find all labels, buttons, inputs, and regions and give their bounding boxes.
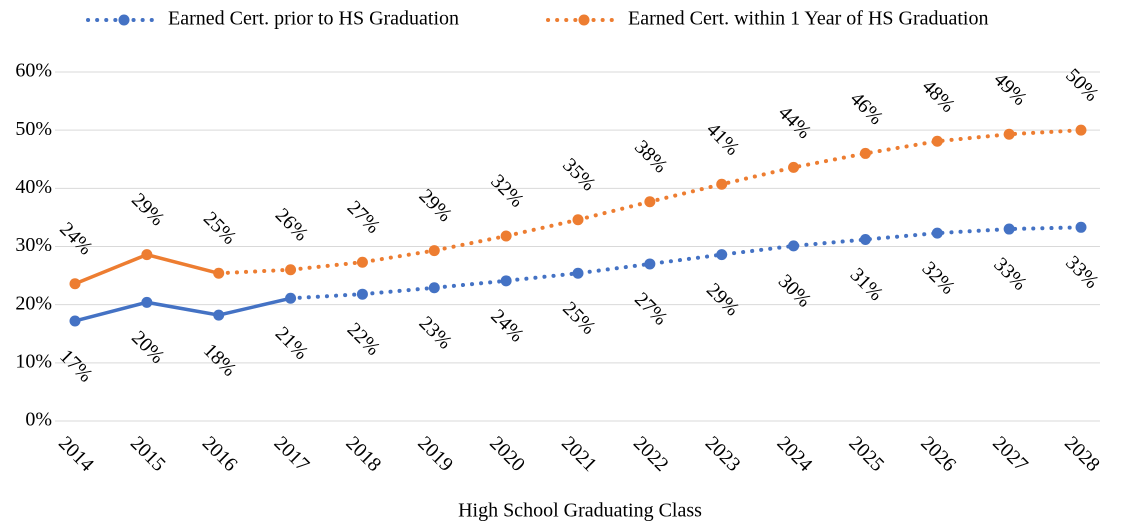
point — [141, 249, 153, 261]
point — [213, 309, 225, 321]
y-tick-label: 30% — [15, 234, 52, 256]
y-tick-label: 50% — [15, 118, 52, 140]
data-label: 32% — [486, 170, 527, 211]
x-tick-label: 2025 — [845, 432, 889, 476]
data-label: 33% — [989, 253, 1030, 294]
point — [644, 258, 656, 270]
data-label: 18% — [199, 339, 240, 380]
point — [356, 288, 368, 300]
point — [931, 135, 943, 147]
point — [572, 214, 584, 226]
data-label: 32% — [918, 257, 959, 298]
data-label: 46% — [846, 88, 887, 129]
data-label: 25% — [558, 298, 599, 339]
data-label: 20% — [127, 327, 168, 368]
x-tick-label: 2020 — [485, 432, 529, 476]
x-tick-label: 2019 — [413, 432, 457, 476]
x-tick-label: 2014 — [54, 432, 98, 476]
point — [356, 256, 368, 268]
x-tick-label: 2022 — [629, 432, 673, 476]
x-tick-label: 2018 — [342, 432, 386, 476]
x-tick-label: 2027 — [988, 432, 1032, 476]
point — [285, 264, 297, 276]
point — [788, 240, 800, 252]
point — [1075, 124, 1087, 136]
y-tick-label: 20% — [15, 292, 52, 314]
data-label: 22% — [343, 318, 384, 359]
point — [931, 227, 943, 239]
data-label: 33% — [1061, 252, 1102, 293]
legend-label: Earned Cert. prior to HS Graduation — [168, 8, 459, 30]
x-axis-title: High School Graduating Class — [458, 500, 702, 522]
data-label: 41% — [702, 119, 743, 160]
legend-marker — [118, 14, 130, 26]
point — [716, 249, 728, 261]
y-tick-label: 60% — [15, 60, 52, 82]
data-label: 48% — [918, 75, 959, 116]
point — [859, 234, 871, 246]
data-label: 24% — [486, 305, 527, 346]
data-label: 23% — [415, 312, 456, 353]
point — [644, 196, 656, 208]
point — [572, 267, 584, 279]
data-label: 38% — [630, 136, 671, 177]
data-label: 30% — [774, 270, 815, 311]
point — [213, 267, 225, 279]
data-label: 24% — [55, 218, 96, 259]
point — [285, 292, 297, 304]
data-label: 25% — [199, 208, 240, 249]
y-tick-label: 0% — [25, 409, 52, 431]
point — [1075, 221, 1087, 233]
x-tick-label: 2015 — [126, 432, 170, 476]
point — [1003, 223, 1015, 235]
legend-label: Earned Cert. within 1 Year of HS Graduat… — [628, 8, 989, 30]
data-label: 29% — [415, 185, 456, 226]
point — [1003, 128, 1015, 140]
x-tick-label: 2026 — [916, 432, 960, 476]
data-label: 29% — [702, 279, 743, 320]
point — [141, 296, 153, 308]
point — [788, 161, 800, 173]
point — [500, 230, 512, 242]
data-label: 44% — [774, 102, 815, 143]
point — [500, 275, 512, 287]
y-tick-label: 10% — [15, 350, 52, 372]
data-label: 27% — [343, 196, 384, 237]
point — [69, 315, 81, 327]
y-tick-label: 40% — [15, 176, 52, 198]
data-label: 31% — [846, 264, 887, 305]
point — [859, 147, 871, 159]
data-label: 50% — [1061, 64, 1102, 105]
x-tick-label: 2023 — [701, 432, 745, 476]
data-label: 29% — [127, 189, 168, 230]
data-label: 49% — [989, 69, 1030, 110]
point — [428, 282, 440, 294]
line-solid — [73, 296, 293, 323]
x-tick-label: 2028 — [1060, 432, 1104, 476]
point — [716, 178, 728, 190]
data-label: 21% — [271, 323, 312, 364]
data-label: 26% — [271, 204, 312, 245]
line-dotted — [288, 225, 1083, 301]
data-label: 17% — [55, 345, 96, 386]
x-tick-label: 2024 — [773, 432, 817, 476]
data-label: 27% — [630, 288, 671, 329]
legend-marker — [578, 14, 590, 26]
data-label: 35% — [558, 154, 599, 195]
x-tick-label: 2021 — [557, 432, 601, 476]
x-tick-label: 2017 — [270, 432, 314, 476]
point — [428, 245, 440, 257]
x-tick-label: 2016 — [198, 432, 242, 476]
point — [69, 278, 81, 290]
